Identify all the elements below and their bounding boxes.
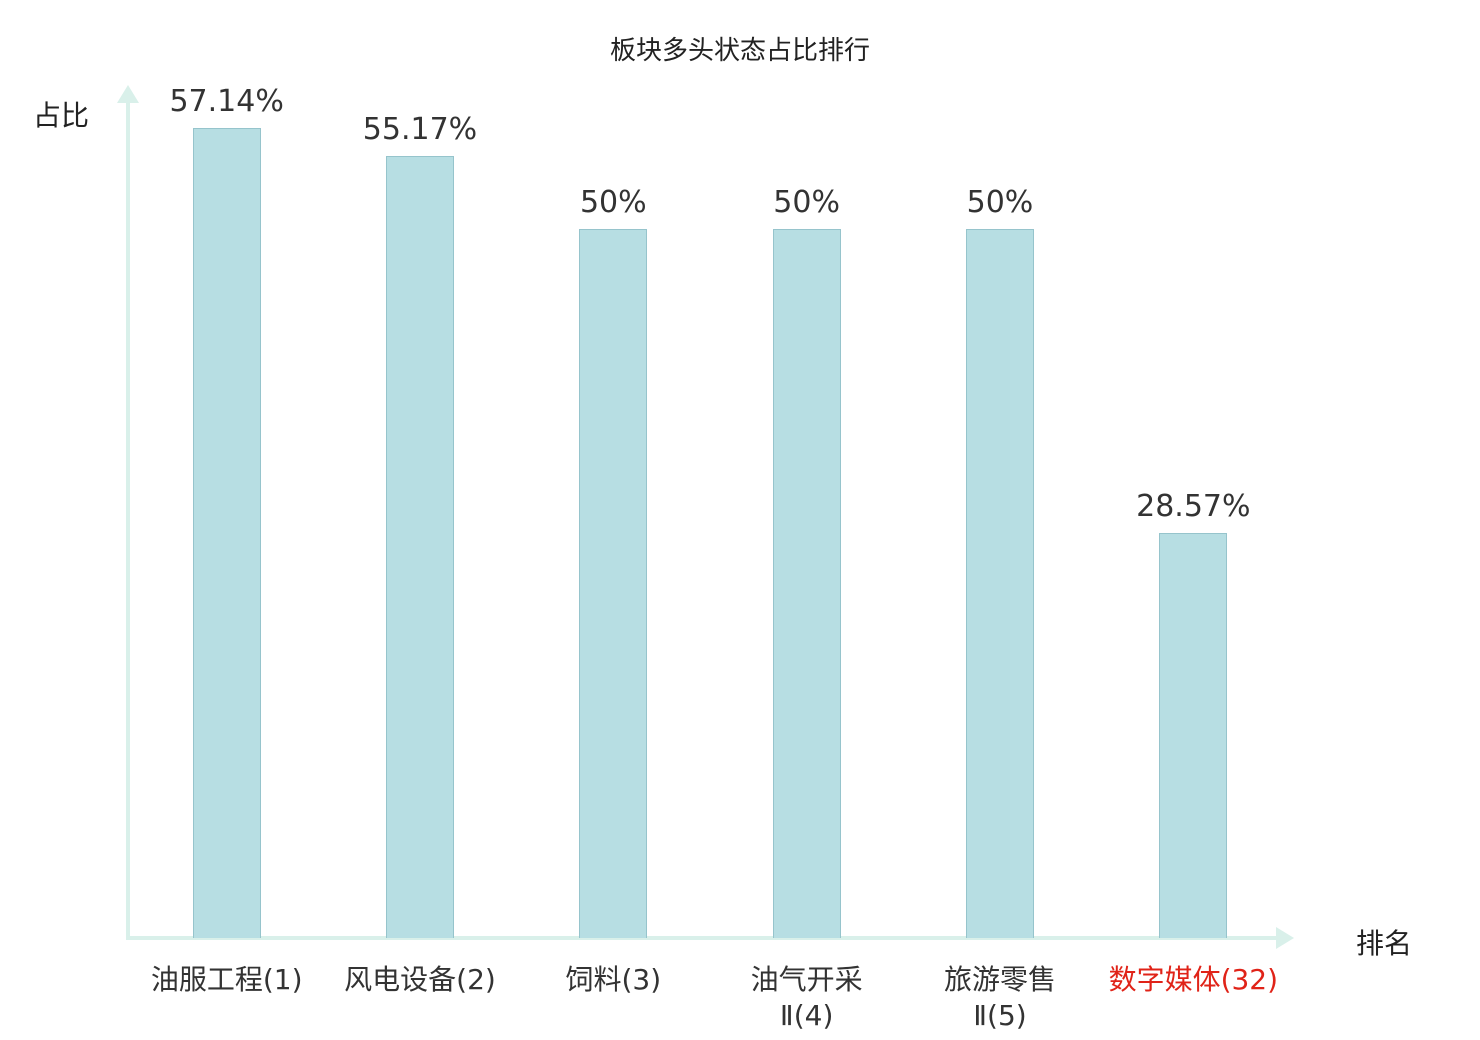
bar-value-label: 57.14% <box>169 84 284 119</box>
bar <box>192 128 261 938</box>
category-label: 油气开采 Ⅱ(4) <box>750 963 863 1033</box>
bar-group: 50% <box>517 185 710 938</box>
bar <box>579 229 648 938</box>
bar-group: 50% <box>903 185 1096 938</box>
bar <box>772 229 841 938</box>
bar-value-label: 50% <box>966 185 1034 220</box>
bar-group: 28.57% <box>1097 489 1290 938</box>
y-axis-label: 占比 <box>33 99 90 132</box>
plot-area: 57.14% 55.17% 50% 50% 50% 28.57% <box>130 0 1290 938</box>
category-label: 旅游零售 Ⅱ(5) <box>943 963 1056 1033</box>
bar-group: 50% <box>710 185 903 938</box>
bar-value-label: 50% <box>773 185 840 220</box>
category-label: 风电设备(2) <box>344 963 496 996</box>
bar <box>1159 533 1228 938</box>
bar <box>965 229 1034 938</box>
x-axis-line <box>126 936 1278 940</box>
bar-value-label: 28.57% <box>1136 489 1251 524</box>
x-axis-arrow-icon <box>1276 927 1294 949</box>
category-labels: 油服工程(1) 风电设备(2) 饲料(3) 油气开采 Ⅱ(4) 旅游零售 Ⅱ(5) 数字媒… <box>130 962 1290 1035</box>
bar <box>385 156 454 938</box>
category-label: 饲料(3) <box>565 963 662 996</box>
bar-value-label: 55.17% <box>362 112 478 147</box>
category-label: 数字媒体(32) <box>1108 963 1279 996</box>
y-axis-arrow-icon <box>117 85 139 103</box>
x-axis-label: 排名 <box>1356 927 1413 960</box>
bar-group: 55.17% <box>323 112 516 938</box>
y-axis-line <box>126 102 130 940</box>
bar-value-label: 50% <box>579 185 647 220</box>
category-label: 油服工程(1) <box>150 963 303 996</box>
chart-title: 板块多头状态占比排行 <box>609 36 870 66</box>
bar-group: 57.14% <box>130 84 323 938</box>
